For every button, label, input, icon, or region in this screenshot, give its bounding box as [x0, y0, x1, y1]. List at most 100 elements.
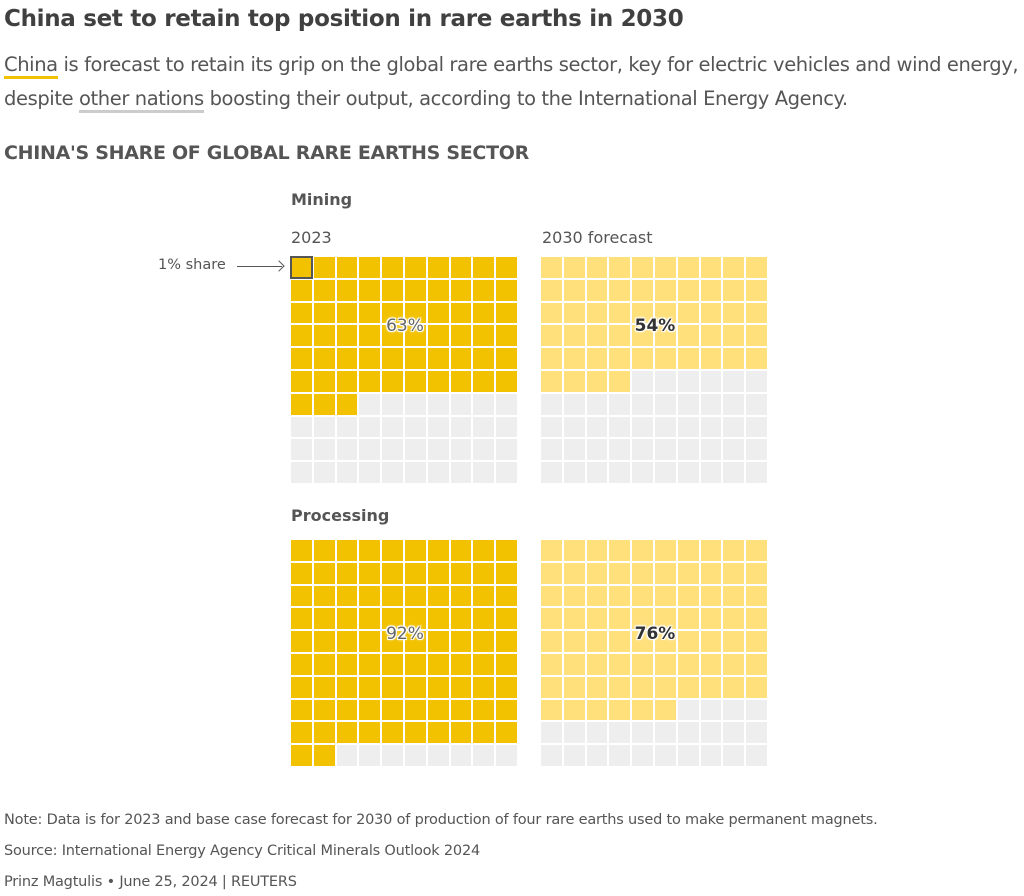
waffle-cell-china-processing-2023 [496, 562, 517, 584]
waffle-cell-other-processing-2030 [609, 745, 631, 766]
waffle-cell-other-mining-2030 [541, 462, 562, 483]
waffle-cell-china-processing-2030 [632, 699, 653, 721]
waffle-cell-china-processing-2023 [382, 540, 403, 561]
waffle-cell-china-processing-2030 [586, 631, 608, 652]
waffle-cell-china-processing-2023 [473, 699, 495, 721]
waffle-cell-china-processing-2023 [359, 631, 381, 652]
waffle-cell-china-mining-2030 [563, 348, 585, 369]
value-label-mining-2023: 63% [386, 316, 424, 336]
waffle-cell-china-processing-2030 [632, 676, 653, 698]
waffle-cell-china-mining-2030 [563, 279, 585, 301]
waffle-cell-china-processing-2030 [632, 631, 653, 652]
waffle-cell-china-processing-2030 [655, 699, 676, 721]
waffle-cell-china-processing-2023 [336, 676, 358, 698]
footnote: Note: Data is for 2023 and base case for… [4, 812, 878, 828]
waffle-cell-other-mining-2030 [563, 462, 585, 483]
waffle-cell-china-processing-2023 [496, 585, 517, 607]
waffle-cell-china-mining-2023 [450, 279, 472, 301]
waffle-cell-china-mining-2030 [655, 257, 676, 278]
waffle-cell-china-processing-2023 [313, 585, 335, 607]
waffle-cell-china-processing-2023 [427, 676, 449, 698]
waffle-cell-china-mining-2023 [473, 371, 495, 392]
waffle-cell-china-processing-2030 [677, 608, 699, 630]
waffle-cell-china-processing-2023 [405, 722, 426, 744]
waffle-cell-other-mining-2030 [563, 416, 585, 438]
waffle-cell-other-processing-2023 [427, 745, 449, 766]
group-label-processing: Processing [291, 506, 390, 525]
waffle-cell-china-processing-2023 [382, 608, 403, 630]
waffle-cell-other-mining-2023 [496, 393, 517, 415]
waffle-cell-china-mining-2023 [473, 302, 495, 324]
waffle-cell-china-mining-2023 [450, 325, 472, 347]
waffle-cell-china-processing-2030 [563, 631, 585, 652]
waffle-cell-china-processing-2030 [563, 699, 585, 721]
waffle-cell-other-processing-2023 [405, 745, 426, 766]
waffle-cell-china-mining-2023 [473, 348, 495, 369]
waffle-cell-china-processing-2030 [563, 585, 585, 607]
waffle-cell-china-processing-2023 [405, 562, 426, 584]
waffle-cell-china-processing-2030 [677, 562, 699, 584]
waffle-cell-china-processing-2030 [723, 676, 745, 698]
waffle-cell-china-processing-2023 [496, 631, 517, 652]
waffle-cell-other-mining-2023 [450, 439, 472, 461]
waffle-cell-other-mining-2023 [291, 416, 312, 438]
waffle-cell-china-processing-2030 [586, 540, 608, 561]
waffle-cell-other-mining-2030 [655, 393, 676, 415]
waffle-cell-china-processing-2030 [655, 562, 676, 584]
waffle-cell-other-mining-2030 [723, 393, 745, 415]
waffle-cell-china-mining-2030 [655, 348, 676, 369]
waffle-cell-china-mining-2023 [313, 348, 335, 369]
waffle-cell-other-mining-2030 [541, 393, 562, 415]
waffle-cell-china-mining-2023 [313, 393, 335, 415]
waffle-cell-china-processing-2023 [427, 585, 449, 607]
waffle-cell-china-processing-2023 [291, 562, 312, 584]
waffle-cell-other-mining-2030 [655, 439, 676, 461]
waffle-cell-china-processing-2030 [700, 585, 722, 607]
waffle-cell-china-processing-2030 [700, 631, 722, 652]
one-percent-annotation: 1% share [158, 257, 226, 273]
waffle-cell-other-processing-2030 [609, 722, 631, 744]
waffle-cell-china-mining-2030 [609, 371, 631, 392]
waffle-cell-other-processing-2023 [473, 745, 495, 766]
waffle-cell-china-processing-2023 [405, 540, 426, 561]
waffle-cell-china-mining-2023 [291, 257, 312, 278]
waffle-cell-other-mining-2023 [405, 439, 426, 461]
waffle-cell-other-mining-2030 [700, 462, 722, 483]
waffle-cell-other-processing-2030 [677, 745, 699, 766]
waffle-cell-other-mining-2030 [746, 371, 767, 392]
waffle-cell-china-processing-2023 [382, 631, 403, 652]
waffle-cell-other-mining-2023 [291, 462, 312, 483]
waffle-cell-china-mining-2023 [427, 257, 449, 278]
waffle-cell-china-processing-2023 [336, 722, 358, 744]
waffle-cell-china-processing-2030 [541, 585, 562, 607]
waffle-cell-china-processing-2023 [473, 654, 495, 675]
waffle-cell-china-mining-2023 [291, 302, 312, 324]
waffle-cell-china-mining-2023 [473, 325, 495, 347]
waffle-cell-china-processing-2030 [609, 676, 631, 698]
waffle-cell-other-mining-2030 [586, 393, 608, 415]
waffle-cell-china-mining-2023 [496, 257, 517, 278]
waffle-cell-china-mining-2023 [336, 279, 358, 301]
waffle-cell-china-processing-2023 [473, 676, 495, 698]
waffle-cell-other-mining-2030 [563, 393, 585, 415]
waffle-cell-china-processing-2030 [541, 608, 562, 630]
waffle-cell-other-mining-2023 [359, 462, 381, 483]
waffle-cell-china-processing-2023 [382, 562, 403, 584]
waffle-cell-china-processing-2023 [496, 722, 517, 744]
waffle-cell-china-mining-2030 [632, 279, 653, 301]
waffle-cell-other-mining-2030 [586, 416, 608, 438]
waffle-cell-other-mining-2030 [723, 416, 745, 438]
waffle-cell-other-mining-2023 [427, 462, 449, 483]
waffle-cell-china-mining-2030 [586, 302, 608, 324]
waffle-cell-china-processing-2030 [655, 585, 676, 607]
waffle-cell-china-mining-2030 [563, 325, 585, 347]
waffle-cell-other-mining-2023 [313, 439, 335, 461]
waffle-cell-other-mining-2030 [677, 439, 699, 461]
waffle-cell-china-processing-2023 [291, 676, 312, 698]
waffle-processing-2023 [291, 540, 519, 768]
waffle-cell-china-processing-2023 [427, 654, 449, 675]
waffle-cell-china-processing-2023 [291, 608, 312, 630]
waffle-cell-other-mining-2023 [450, 393, 472, 415]
waffle-cell-other-mining-2023 [473, 439, 495, 461]
waffle-cell-china-mining-2023 [450, 348, 472, 369]
